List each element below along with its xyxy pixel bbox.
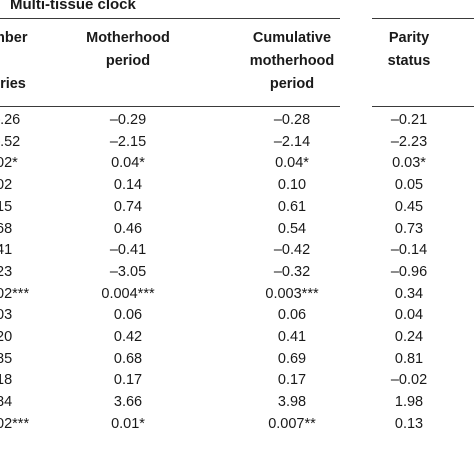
- column-header: status: [387, 53, 431, 69]
- column-header: period: [105, 53, 151, 69]
- group-title: Multi-tissue clock: [10, 0, 136, 13]
- table-cell: 3.66: [113, 394, 143, 411]
- table-cell: .41: [0, 242, 13, 259]
- table-cell: .85: [0, 350, 13, 367]
- table-cell: .84: [0, 394, 13, 411]
- table-cell: –2.23: [390, 133, 428, 150]
- header-rule: [0, 106, 340, 107]
- table-cell: –.52: [0, 133, 21, 150]
- table-cell: –0.28: [273, 112, 311, 128]
- table-cell: 0.73: [394, 220, 424, 237]
- table-cell: 0.45: [394, 198, 424, 215]
- table-cell: 0.17: [113, 372, 143, 389]
- table-cell: 0.04: [394, 307, 424, 324]
- table-cell: 0.42: [113, 329, 143, 345]
- table-cell: 0.05: [394, 177, 424, 194]
- table-cell: 0.41: [277, 329, 307, 345]
- table-cell: –.26: [0, 112, 21, 128]
- table-cell: 0.74: [113, 198, 143, 215]
- table-cell: –0.42: [273, 242, 311, 259]
- table-cell: –0.21: [390, 112, 428, 128]
- table-cell: 0.17: [277, 372, 307, 389]
- table-cell: .20: [0, 329, 13, 345]
- table-cell: –0.29: [109, 112, 147, 128]
- table-cell: 0.13: [394, 415, 424, 432]
- table-cell: 0.24: [394, 329, 424, 345]
- table-cell: –0.96: [390, 263, 428, 280]
- table-cell: 0.04*: [275, 155, 309, 172]
- table-cell: –2.14: [273, 133, 311, 150]
- table-cell: .02***: [0, 415, 30, 432]
- table-cell: 0.69: [277, 350, 307, 367]
- table-cell: 0.14: [113, 177, 143, 194]
- table-cell: –0.14: [390, 242, 428, 259]
- table-cell: 0.007**: [268, 415, 316, 432]
- column-header: mber: [0, 30, 28, 46]
- header-rule-right: [372, 106, 474, 107]
- table-cell: .18: [0, 372, 13, 389]
- table-cell: .15: [0, 198, 13, 215]
- table-cell: .03: [0, 307, 13, 324]
- table-cell: .23: [0, 263, 13, 280]
- table-cell: 0.004***: [101, 285, 155, 302]
- table-cell: .02***: [0, 285, 30, 302]
- table-cell: –3.05: [109, 263, 147, 280]
- group-rule-right: [372, 18, 474, 19]
- table-cell: 3.98: [277, 394, 307, 411]
- table-cell: 0.34: [394, 285, 424, 302]
- column-header: Parity: [388, 30, 430, 46]
- table-cell: –2.15: [109, 133, 147, 150]
- table-cell: –0.41: [109, 242, 147, 259]
- table-cell: 0.46: [113, 220, 143, 237]
- table-cell: 0.10: [277, 177, 307, 194]
- table-cell: 0.003***: [265, 285, 319, 302]
- table-cell: 0.04*: [111, 155, 145, 172]
- column-header: motherhood: [249, 53, 335, 69]
- table-cell: 1.98: [394, 394, 424, 411]
- table-cell: .02*: [0, 155, 18, 172]
- column-header: period: [269, 76, 315, 92]
- table-cell: –0.02: [390, 372, 428, 389]
- table-cell: 0.54: [277, 220, 307, 237]
- table-cell: 0.68: [113, 350, 143, 367]
- table-cell: –0.32: [273, 263, 311, 280]
- table-cell: 0.81: [394, 350, 424, 367]
- table-cell: 0.06: [277, 307, 307, 324]
- table-cell: 0.01*: [111, 415, 145, 432]
- table-cell: 0.06: [113, 307, 143, 324]
- column-header: Cumulative: [252, 30, 332, 46]
- table-cell: 0.03*: [392, 155, 426, 172]
- group-rule: [0, 18, 340, 19]
- column-header: Motherhood: [86, 30, 170, 46]
- column-header: eries: [0, 76, 26, 92]
- table-cell: 0.61: [277, 198, 307, 215]
- table-cell: .68: [0, 220, 13, 237]
- table-cell: .02: [0, 177, 13, 194]
